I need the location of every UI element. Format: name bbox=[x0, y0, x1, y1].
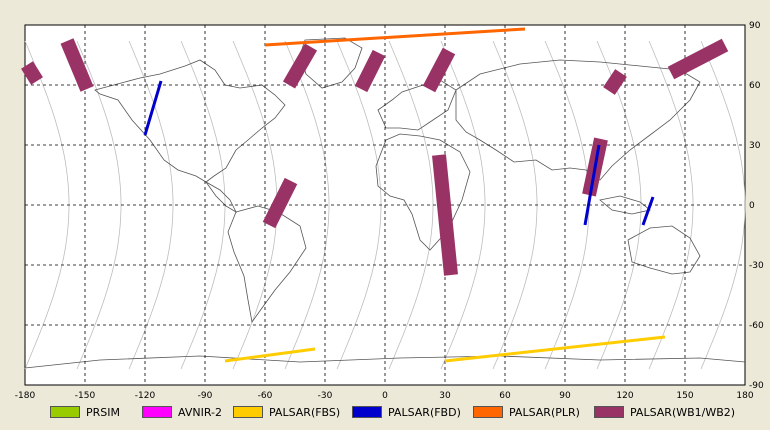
legend-label: PRSIM bbox=[86, 405, 120, 419]
swath-palsar-wb1-wb2- bbox=[262, 177, 298, 229]
lon-tick-label: 0 bbox=[382, 391, 388, 401]
lat-tick-label: 60 bbox=[749, 81, 761, 91]
legend-item: PALSAR(FBD) bbox=[352, 403, 461, 421]
legend-swatch bbox=[50, 406, 80, 418]
swath-palsar-wb1-wb2- bbox=[60, 38, 94, 92]
orbit-track bbox=[284, 40, 330, 370]
lon-tick-label: -180 bbox=[15, 391, 36, 401]
swath-palsar-plr- bbox=[264, 27, 526, 47]
legend-swatch bbox=[233, 406, 263, 418]
orbit-track bbox=[700, 40, 746, 370]
swath-palsar-fbd- bbox=[143, 80, 163, 136]
lon-tick-label: -150 bbox=[75, 391, 96, 401]
lon-tick-label: 60 bbox=[499, 391, 511, 401]
lon-tick-label: -90 bbox=[198, 391, 213, 401]
latitude-tick-labels: 90 60 30 0 -30 -60 -90 bbox=[749, 21, 764, 391]
lon-tick-label: 120 bbox=[616, 391, 633, 401]
swath-palsar-wb1-wb2- bbox=[282, 43, 318, 89]
swath-palsar-wb1-wb2- bbox=[603, 69, 627, 95]
legend-item: AVNIR-2 bbox=[142, 403, 222, 421]
lat-tick-label: 0 bbox=[749, 201, 755, 211]
legend-swatch bbox=[352, 406, 382, 418]
swath-palsar-fbs- bbox=[444, 335, 666, 363]
lat-tick-label: -30 bbox=[749, 261, 764, 271]
legend-item: PALSAR(PLR) bbox=[473, 403, 580, 421]
legend-label: PALSAR(WB1/WB2) bbox=[630, 405, 736, 419]
swath-palsar-fbd- bbox=[583, 144, 601, 226]
lat-tick-label: -60 bbox=[749, 321, 764, 331]
sensor-swaths bbox=[21, 27, 729, 363]
swath-palsar-wb1-wb2- bbox=[21, 61, 43, 85]
lat-tick-label: -90 bbox=[749, 381, 764, 391]
legend-item: PALSAR(WB1/WB2) bbox=[594, 403, 735, 421]
lon-tick-label: -120 bbox=[135, 391, 156, 401]
legend-item: PALSAR(FBS) bbox=[233, 403, 340, 421]
lat-tick-label: 30 bbox=[749, 141, 761, 151]
legend-label: PALSAR(FBD) bbox=[388, 405, 461, 419]
lat-tick-label: 90 bbox=[749, 21, 761, 31]
legend-label: PALSAR(FBS) bbox=[269, 405, 341, 419]
legend: PRSIM AVNIR-2 PALSAR(FBS) PALSAR(FBD) PALSAR… bbox=[0, 403, 770, 423]
lon-tick-label: 150 bbox=[676, 391, 693, 401]
swath-palsar-wb1-wb2- bbox=[354, 49, 386, 93]
legend-label: AVNIR-2 bbox=[178, 405, 222, 419]
swath-palsar-fbd- bbox=[641, 196, 655, 226]
orbit-track bbox=[128, 40, 174, 370]
orbit-track bbox=[440, 40, 486, 370]
swath-palsar-wb1-wb2- bbox=[667, 38, 729, 80]
lon-tick-label: -30 bbox=[318, 391, 333, 401]
swath-palsar-fbs- bbox=[224, 347, 316, 363]
lon-tick-label: 90 bbox=[559, 391, 571, 401]
legend-swatch bbox=[594, 406, 624, 418]
legend-swatch bbox=[473, 406, 503, 418]
swath-palsar-wb1-wb2- bbox=[432, 154, 458, 276]
lon-tick-label: 30 bbox=[439, 391, 451, 401]
legend-item: PRSIM bbox=[50, 403, 120, 421]
legend-swatch bbox=[142, 406, 172, 418]
map-grid bbox=[25, 25, 745, 385]
longitude-tick-labels: -180 -150 -120 -90 -60 -30 0 30 60 90 120 150 180 bbox=[15, 391, 754, 401]
swath-palsar-wb1-wb2- bbox=[422, 47, 456, 93]
lon-tick-label: 180 bbox=[736, 391, 753, 401]
legend-label: PALSAR(PLR) bbox=[509, 405, 580, 419]
orbit-track bbox=[596, 40, 642, 370]
lon-tick-label: -60 bbox=[258, 391, 273, 401]
